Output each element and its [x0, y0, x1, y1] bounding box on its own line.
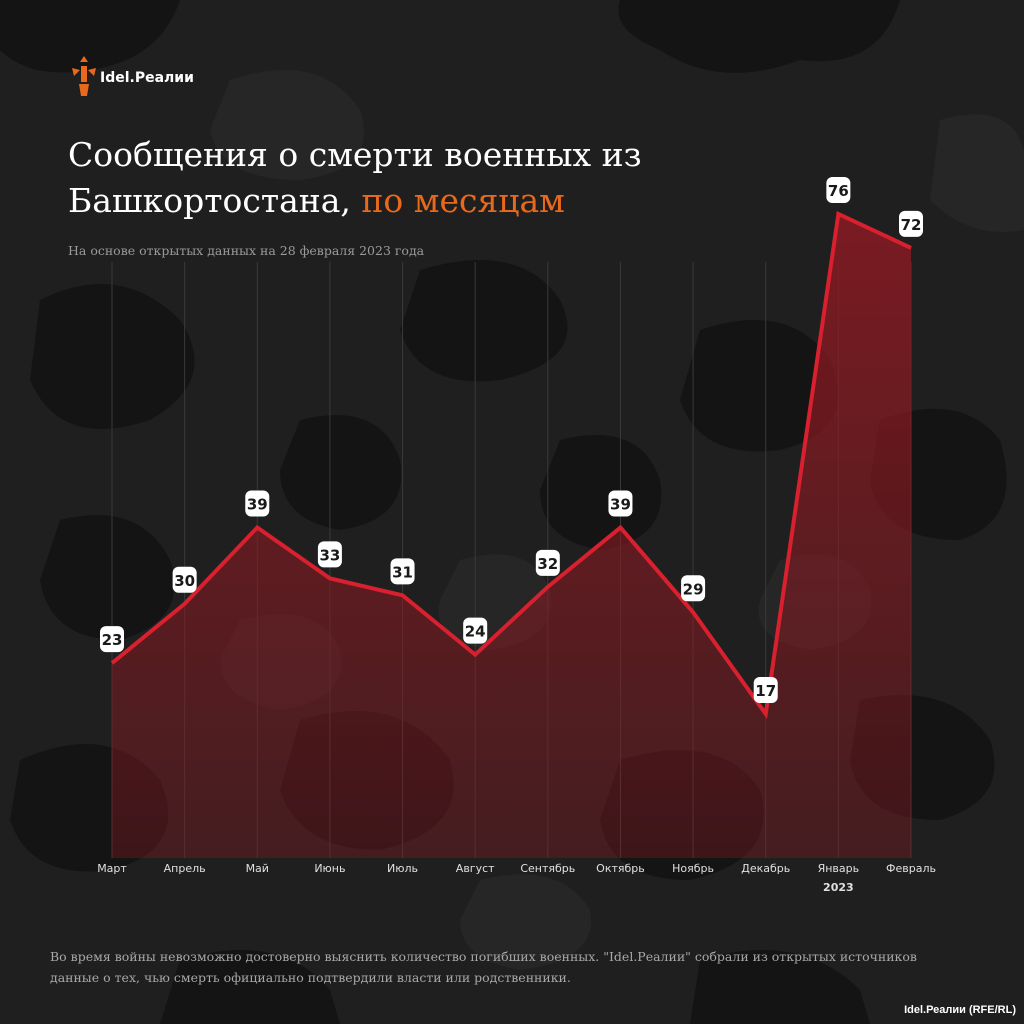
- data-label-box: [100, 626, 124, 653]
- data-label-box: [390, 558, 415, 585]
- data-label-box: [317, 541, 342, 568]
- data-label: 24: [463, 617, 488, 644]
- title-accent: по месяцам: [361, 181, 565, 220]
- x-tick-label: Декабрь: [741, 862, 790, 875]
- chart-subtitle: На основе открытых данных на 28 февраля …: [68, 243, 425, 258]
- title-main: Сообщения о смерти военных из Башкортост…: [68, 135, 642, 220]
- x-tick-label: Август: [456, 862, 495, 875]
- data-label-box: [608, 490, 633, 517]
- x-tick-sublabel: 2023: [823, 881, 854, 894]
- data-label-box: [245, 490, 270, 517]
- x-tick-label: Июнь: [314, 862, 345, 875]
- rfe-torch-icon: [72, 56, 96, 96]
- data-label: 30: [172, 566, 197, 593]
- data-label-box: [463, 617, 488, 644]
- data-label-box: [826, 177, 851, 203]
- data-label-text: 17: [755, 682, 776, 700]
- data-label-box: [681, 575, 706, 602]
- credit-text: Idel.Реалии (RFE/RL): [904, 1004, 1016, 1016]
- data-label: 17: [753, 676, 778, 703]
- data-label: 29: [681, 575, 706, 602]
- data-label-text: 31: [392, 563, 413, 581]
- data-label-text: 23: [102, 631, 123, 649]
- x-tick-label: Апрель: [164, 862, 206, 875]
- x-tick-label: Март: [97, 862, 127, 875]
- x-tick-label: Февраль: [886, 862, 936, 875]
- page-title: Сообщения о смерти военных из Башкортост…: [68, 132, 768, 224]
- data-label: 31: [390, 558, 415, 585]
- brand-logo-text: Idel.Реалии: [100, 70, 194, 86]
- data-label-box: [753, 676, 778, 703]
- series-line: [110, 211, 912, 720]
- x-tick-label: Январь: [818, 862, 860, 875]
- data-label: 39: [245, 490, 270, 517]
- data-label-text: 39: [247, 496, 268, 514]
- data-label-text: 24: [465, 623, 486, 641]
- data-label-box: [899, 210, 923, 237]
- data-label: 76: [826, 177, 851, 203]
- data-label-text: 39: [610, 496, 631, 514]
- x-tick-label: Июль: [387, 862, 418, 875]
- x-tick-label: Сентябрь: [520, 862, 575, 875]
- data-label-box: [535, 549, 560, 576]
- x-tick-label: Октябрь: [596, 862, 645, 875]
- x-tick-label: Май: [246, 862, 269, 875]
- data-label: 32: [535, 549, 560, 576]
- data-label-text: 29: [683, 580, 704, 598]
- data-label-text: 30: [174, 572, 195, 590]
- data-label: 33: [317, 541, 342, 568]
- data-label: 23: [100, 626, 124, 653]
- brand-logo[interactable]: Idel.Реалии: [70, 56, 194, 98]
- data-label: 39: [608, 490, 633, 517]
- data-label-text: 32: [537, 555, 558, 573]
- data-label-box: [172, 566, 197, 593]
- data-label-text: 72: [901, 216, 922, 234]
- series-area: [112, 214, 911, 858]
- data-label: 72: [899, 210, 923, 237]
- footnote: Во время войны невозможно достоверно выя…: [50, 949, 917, 985]
- data-label-text: 76: [828, 182, 849, 200]
- x-tick-label: Ноябрь: [672, 862, 714, 875]
- data-label-text: 33: [319, 546, 340, 564]
